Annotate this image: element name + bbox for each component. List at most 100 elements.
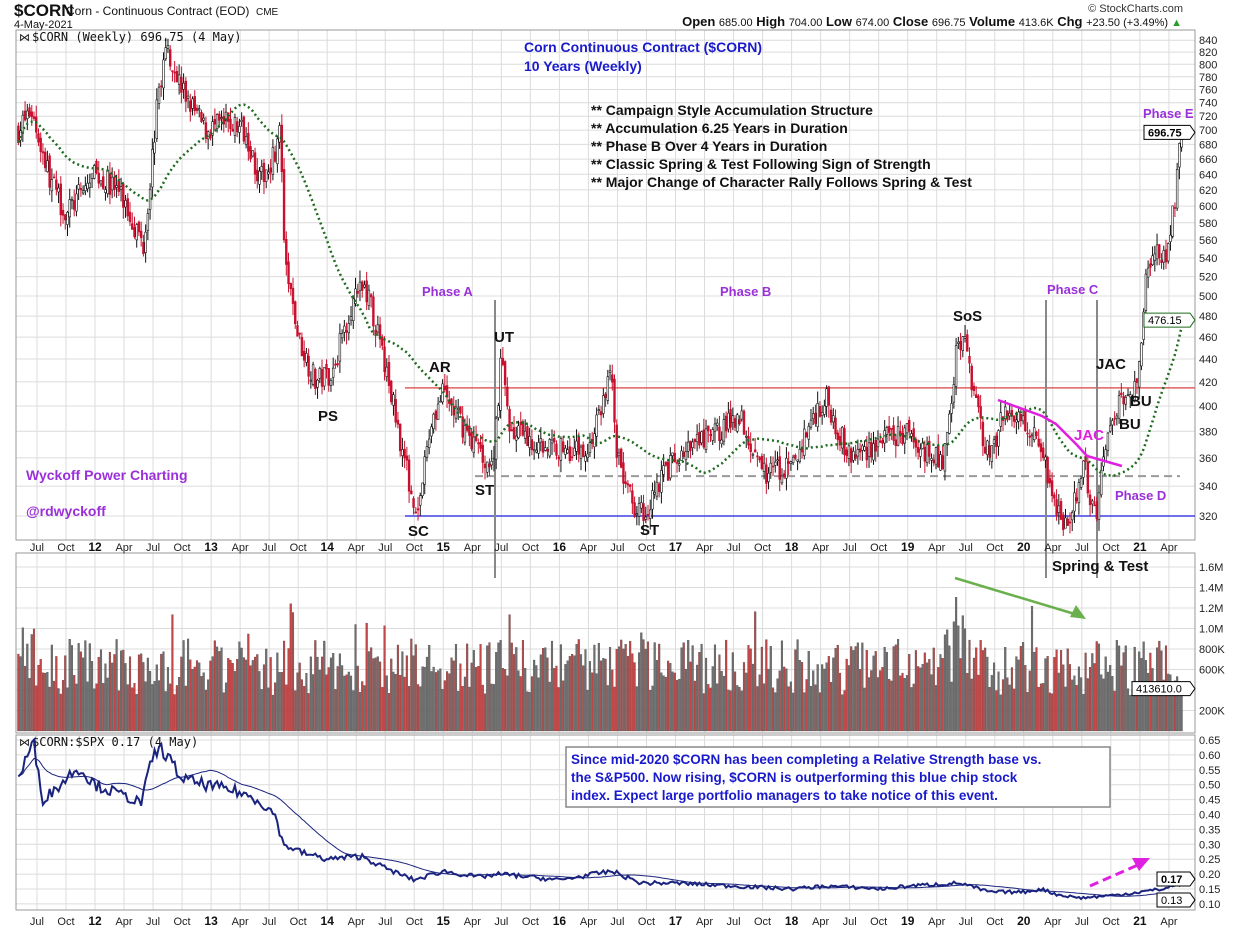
volume-bar — [97, 656, 100, 732]
volume-bar — [224, 682, 228, 732]
volume-bar — [238, 641, 241, 732]
volume-bar — [1091, 653, 1094, 732]
volume-bar — [128, 656, 132, 732]
candle-body — [954, 345, 958, 387]
candle-body — [876, 438, 880, 448]
candle-body — [1151, 255, 1154, 266]
candle-body — [1175, 168, 1179, 209]
volume-bar — [1042, 683, 1045, 732]
volume-bar — [521, 640, 525, 732]
candle-body — [334, 363, 337, 366]
volume-bar — [405, 655, 408, 732]
volume-bar — [919, 667, 922, 732]
volume-bar — [142, 662, 145, 732]
candle-body — [637, 503, 641, 517]
volume-bar — [298, 662, 301, 732]
volume-bar — [838, 672, 842, 732]
candle-body — [678, 463, 681, 466]
volume-bar — [104, 663, 107, 732]
candle-body — [814, 412, 817, 424]
volume-bar — [472, 650, 475, 732]
candle-body — [932, 459, 935, 464]
candle-body — [843, 428, 846, 456]
volume-bar — [771, 687, 775, 732]
candle-body — [242, 116, 246, 142]
candle-body — [1059, 501, 1063, 520]
candle-body — [55, 179, 58, 190]
volume-bar — [356, 665, 359, 732]
volume-bar — [961, 615, 964, 732]
candle-body — [52, 176, 56, 179]
volume-bar — [1028, 670, 1031, 732]
candle-body — [93, 165, 96, 179]
volume-bar — [1053, 657, 1056, 732]
volume-bar — [1024, 665, 1027, 732]
candle-body — [872, 443, 875, 461]
x-tick-label: Oct — [1102, 542, 1119, 554]
volume-bar — [622, 648, 625, 732]
volume-bar — [597, 642, 600, 732]
candle-body — [937, 444, 940, 468]
x-tick-label: Jul — [610, 916, 624, 928]
volume-bar — [604, 658, 607, 732]
candle-body — [1178, 143, 1181, 168]
value-tag-box — [1131, 681, 1196, 697]
candle-body — [597, 409, 601, 411]
x-tick-label: 16 — [553, 914, 567, 928]
rs-line — [17, 737, 1183, 901]
candle-body — [970, 365, 973, 391]
volume-bar — [872, 655, 875, 732]
volume-bar — [291, 612, 295, 732]
volume-bar — [544, 647, 547, 732]
volume-bar — [910, 687, 913, 732]
volume-bar — [463, 676, 466, 732]
candle-body — [566, 449, 569, 454]
volume-bar — [122, 649, 125, 732]
candle-body — [269, 167, 272, 173]
candle-body — [1068, 521, 1072, 524]
volume-bar — [329, 657, 333, 732]
candle-body — [363, 284, 366, 288]
note-bullet: ** Major Change of Character Rally Follo… — [591, 174, 972, 190]
candle-body — [593, 433, 596, 448]
candle-body — [300, 337, 304, 357]
volume-bar — [568, 656, 571, 732]
volume-bar — [557, 687, 560, 732]
ohlc-readout: Open 685.00 High 704.00 Low 674.00 Close… — [682, 14, 1182, 29]
volume-bar — [584, 649, 587, 732]
volume-bar — [66, 687, 69, 732]
candle-body — [86, 182, 89, 190]
ohlc-label: Low — [822, 14, 855, 29]
candle-body — [686, 441, 690, 452]
candle-body — [309, 379, 313, 382]
x-tick-label: Jul — [146, 542, 160, 554]
volume-bar — [28, 678, 31, 732]
candle-body — [561, 441, 565, 453]
volume-bar — [106, 677, 109, 732]
volume-bar — [1030, 606, 1034, 732]
volume-bar — [1004, 647, 1007, 732]
price-tick-label: 480 — [1199, 311, 1217, 323]
candle-body — [327, 367, 330, 386]
volume-bar — [37, 665, 40, 732]
candle-body — [79, 188, 83, 191]
candle-body — [905, 423, 909, 434]
value-tag-box — [1143, 312, 1196, 328]
volume-bar — [682, 642, 685, 732]
candle-body — [195, 107, 199, 111]
volume-bar — [814, 684, 817, 732]
volume-bar — [885, 651, 888, 732]
volume-bar — [468, 686, 471, 732]
volume-bar — [591, 672, 594, 732]
volume-bar — [48, 686, 51, 732]
volume-bar — [876, 677, 880, 732]
candle-body — [57, 187, 60, 193]
volume-bar — [1064, 686, 1067, 732]
volume-bar — [899, 675, 902, 732]
volume-bar — [1022, 642, 1025, 732]
candle-body — [836, 432, 839, 441]
candle-body — [434, 410, 438, 420]
volume-bar — [70, 645, 74, 732]
volume-bar — [166, 667, 170, 732]
